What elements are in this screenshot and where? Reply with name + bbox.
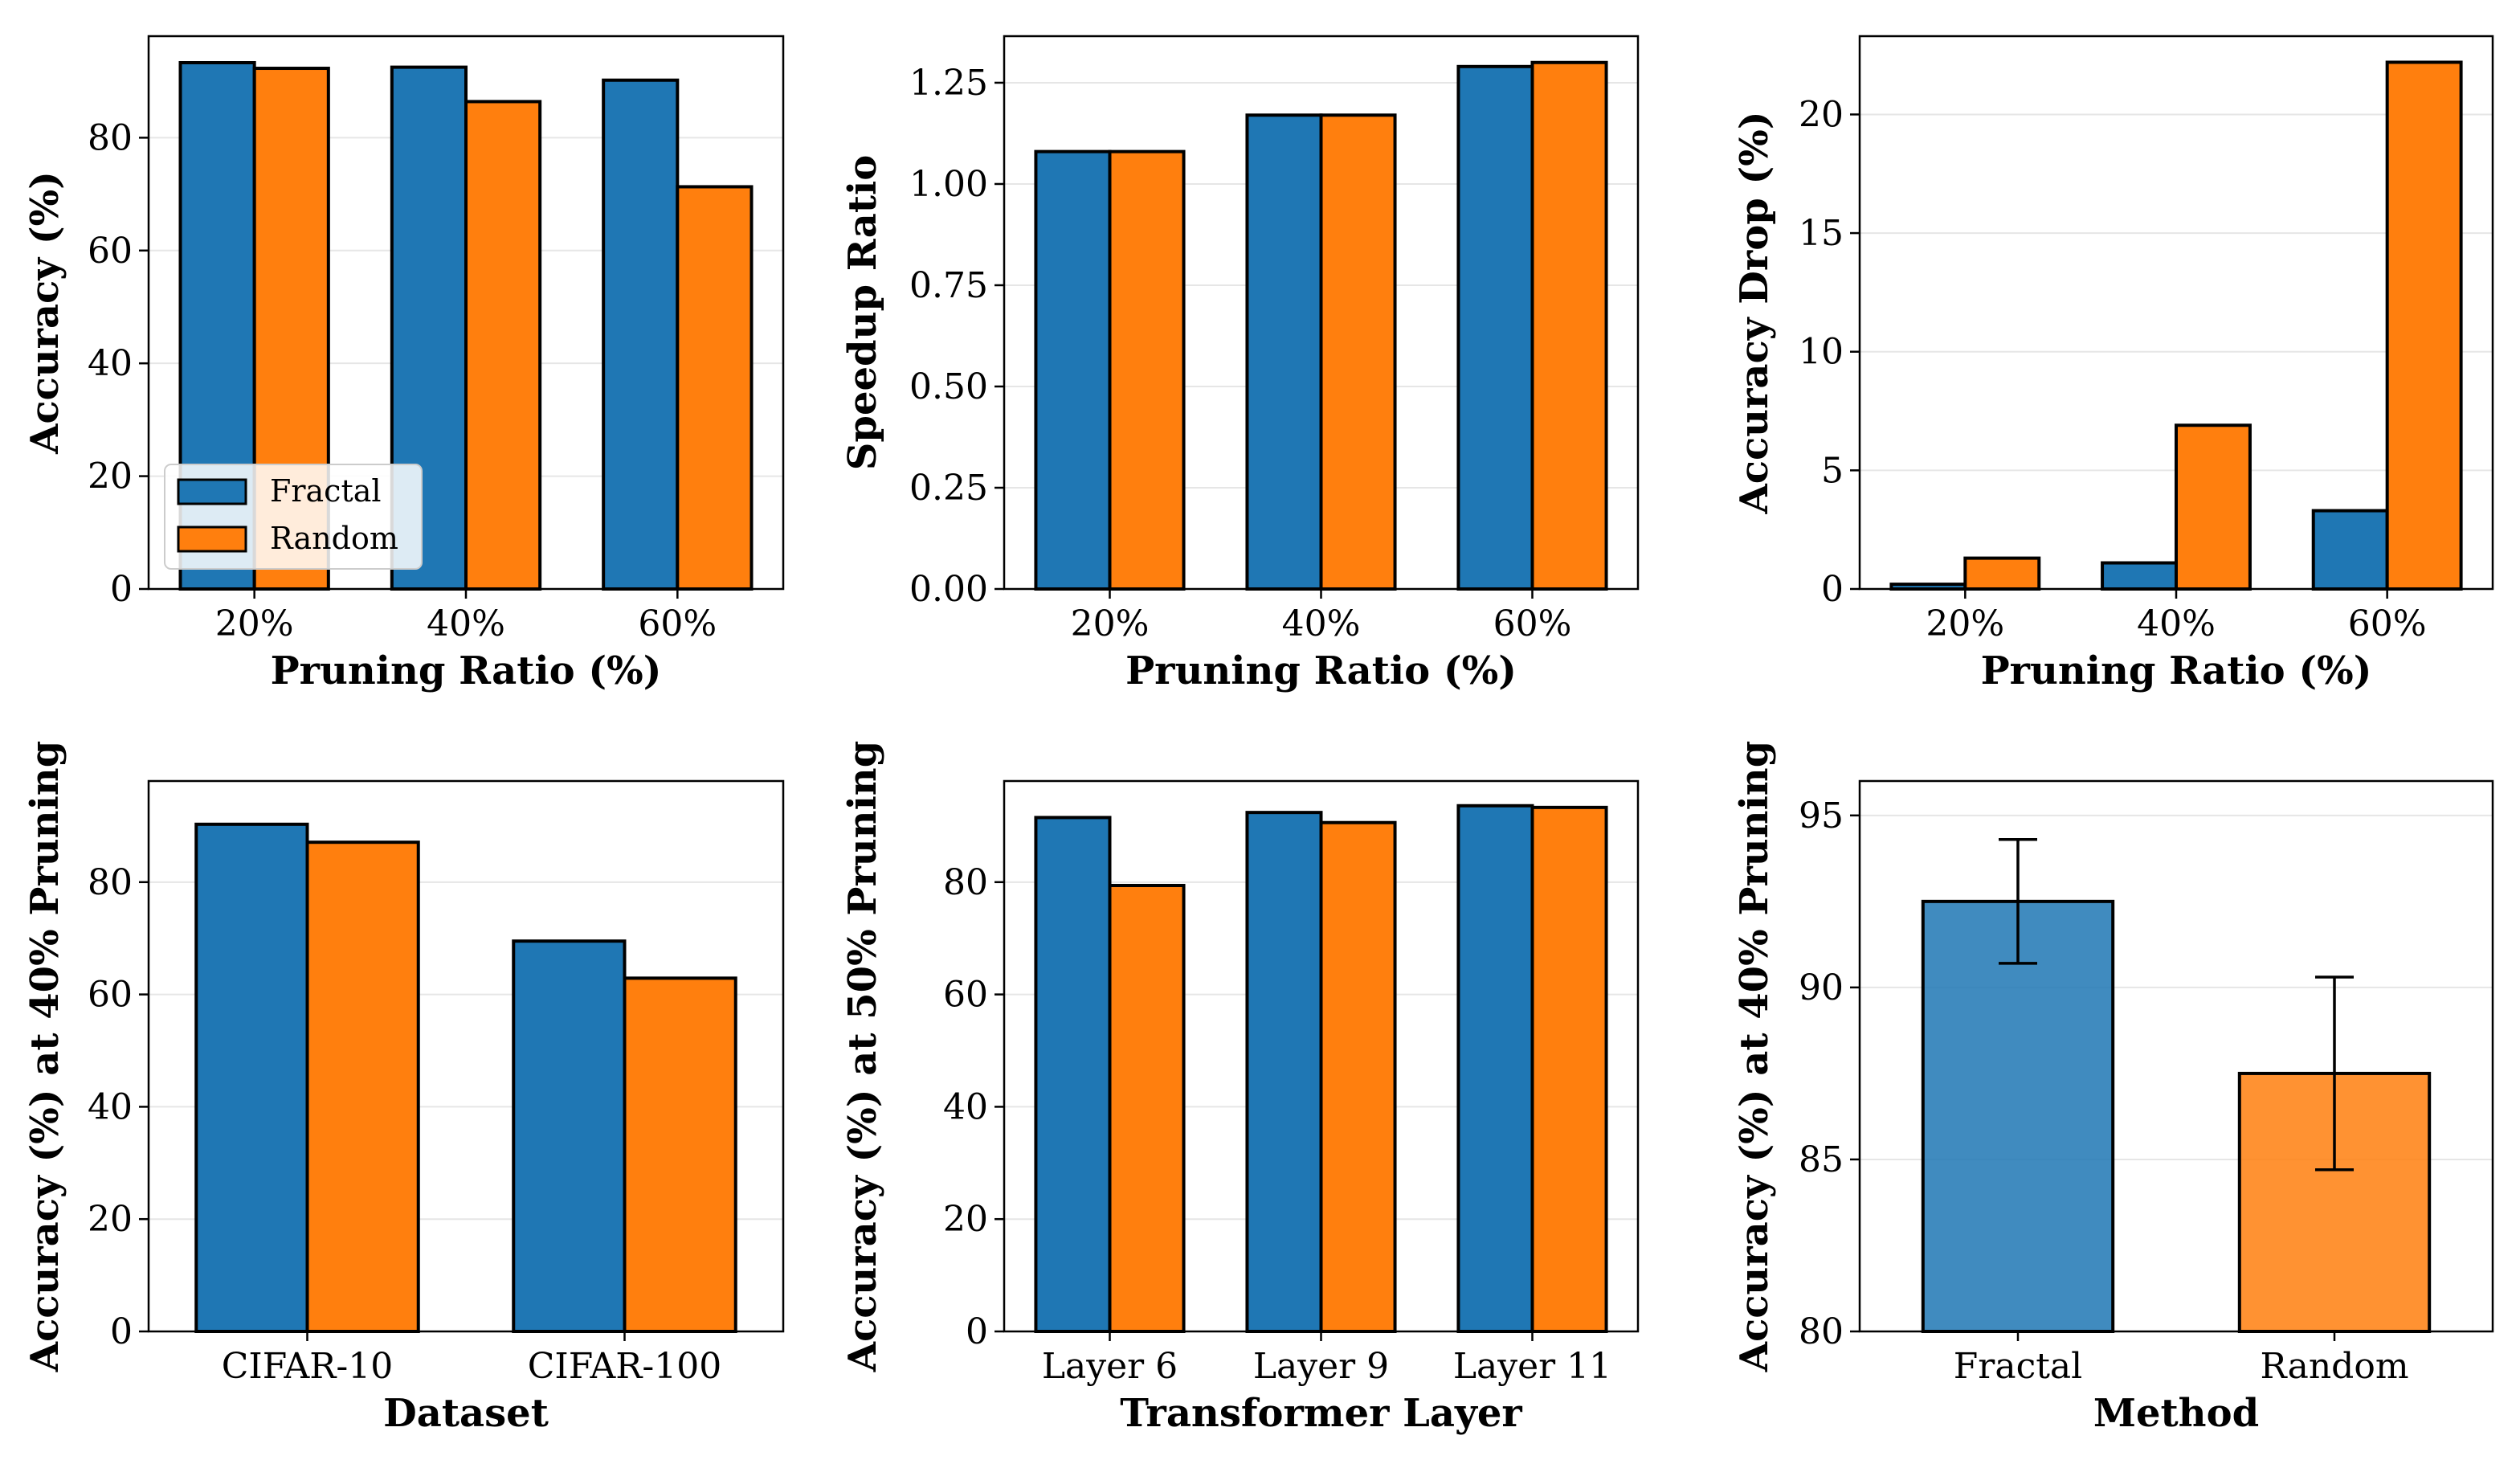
y-tick-label: 15	[1799, 213, 1844, 254]
bar-random-layer-11	[1530, 805, 1608, 1333]
y-tick-label: 80	[88, 862, 133, 903]
bar-fractal-60	[2311, 509, 2389, 591]
x-tick-label: CIFAR-10	[222, 1346, 394, 1387]
y-tick-label: 20	[1799, 94, 1844, 135]
x-tick-label: 60%	[638, 603, 717, 644]
bar-random-20	[1108, 149, 1186, 591]
y-tick-label: 60	[88, 231, 133, 272]
bar-random-layer-9	[1319, 820, 1397, 1333]
y-tick-label: 0	[110, 569, 133, 610]
y-tick-label: 90	[1799, 967, 1844, 1008]
y-tick-label: 0	[966, 1311, 988, 1352]
y-tick-label: 5	[1821, 450, 1844, 491]
y-tick-label: 80	[88, 117, 133, 158]
y-tick-label: 40	[88, 1086, 133, 1127]
y-tick-label: 10	[1799, 332, 1844, 373]
legend: Fractal Random	[164, 464, 423, 570]
y-axis-label: Accuracy (%)	[22, 171, 67, 455]
x-tick-label: Random	[2260, 1346, 2408, 1387]
x-tick-label: Layer 9	[1253, 1346, 1389, 1387]
x-axis-label: Pruning Ratio (%)	[1981, 648, 2372, 693]
x-tick-label: 20%	[215, 603, 294, 644]
chart-panel-3: 0 5 10 15 20 20% 40% 60%Pruning Ratio (%) Accura…	[1732, 35, 2494, 693]
y-tick-label: 95	[1799, 795, 1844, 836]
chart-panel-2: 0.00 0.25 0.50 0.75 1.00 1.25 20% 40% 60%Pruning…	[840, 35, 1640, 693]
x-tick-label: Fractal	[1954, 1346, 2082, 1387]
y-tick-label: 20	[88, 456, 133, 497]
x-axis-label: Dataset	[383, 1391, 549, 1436]
y-tick-label: 40	[88, 343, 133, 384]
bar-random-60	[2385, 60, 2463, 591]
bar-fractal-layer-9	[1245, 811, 1323, 1333]
y-tick-label: 60	[88, 975, 133, 1016]
y-axis-label: Accuracy (%) at 40% Pruning	[1732, 741, 1777, 1373]
y-tick-label: 80	[1799, 1311, 1844, 1352]
x-tick-label: 60%	[1493, 603, 1572, 644]
chart-panel-5: 0 20 40 60 80 Layer 6 Layer 9 Layer 11Transform…	[840, 741, 1640, 1436]
legend-swatch-random	[177, 526, 247, 553]
y-axis-label: Accuracy (%) at 40% Pruning	[22, 741, 67, 1373]
y-tick-label: 20	[943, 1199, 988, 1240]
legend-swatch-fractal	[177, 478, 247, 505]
bar-random-60	[1530, 60, 1608, 591]
bar-random-cifar-100	[623, 976, 737, 1333]
x-tick-label: 20%	[1071, 603, 1150, 644]
bar-fractal	[1921, 899, 2115, 1333]
bar-fractal-layer-6	[1034, 816, 1112, 1333]
x-tick-label: 20%	[1926, 603, 2004, 644]
y-tick-label: 20	[88, 1199, 133, 1240]
x-axis-label: Pruning Ratio (%)	[271, 648, 662, 693]
bar-fractal-60	[1456, 64, 1534, 591]
y-axis-label: Accuracy Drop (%)	[1732, 111, 1777, 514]
x-tick-label: 60%	[2348, 603, 2427, 644]
y-tick-label: 1.25	[909, 63, 988, 104]
plot-frame	[1858, 779, 2494, 1333]
bar-random-40	[464, 100, 542, 591]
x-tick-label: Layer 6	[1042, 1346, 1178, 1387]
x-tick-label: CIFAR-100	[528, 1346, 722, 1387]
bar-random-40	[1319, 113, 1397, 591]
y-tick-label: 40	[943, 1086, 988, 1127]
x-tick-label: 40%	[427, 603, 505, 644]
bar-random-cifar-10	[305, 840, 420, 1333]
y-tick-label: 0	[1821, 569, 1844, 610]
plot-frame	[147, 779, 785, 1333]
bar-fractal-cifar-100	[512, 939, 627, 1334]
x-tick-label: 40%	[1282, 603, 1361, 644]
bar-random-layer-6	[1108, 884, 1186, 1334]
y-tick-label: 1.00	[909, 164, 988, 205]
bar-fractal-20	[1034, 149, 1112, 591]
legend-label-random: Random	[270, 521, 398, 556]
bar-fractal-60	[602, 78, 680, 591]
bar-fractal-40	[2101, 561, 2178, 591]
x-axis-label: Transformer Layer	[1120, 1391, 1522, 1436]
y-tick-label: 80	[943, 862, 988, 903]
y-tick-label: 0.50	[909, 366, 988, 407]
y-tick-label: 85	[1799, 1139, 1844, 1180]
x-axis-label: Pruning Ratio (%)	[1125, 648, 1517, 693]
y-axis-label: Accuracy (%) at 50% Pruning	[840, 741, 885, 1373]
x-tick-label: Layer 11	[1453, 1346, 1611, 1387]
y-tick-label: 0.75	[909, 265, 988, 306]
bar-random-40	[2175, 423, 2252, 591]
y-tick-label: 0.00	[909, 569, 988, 610]
y-tick-label: 0	[110, 1311, 133, 1352]
y-tick-label: 0.25	[909, 468, 988, 509]
bar-random-20	[1963, 556, 2041, 591]
bar-fractal-cifar-10	[194, 822, 309, 1333]
legend-label-fractal: Fractal	[270, 473, 382, 509]
y-axis-label: Speedup Ratio	[840, 155, 885, 471]
bar-fractal-layer-11	[1456, 804, 1534, 1333]
x-tick-label: 40%	[2137, 603, 2216, 644]
bar-fractal-40	[1245, 113, 1323, 591]
bar-random-60	[676, 185, 754, 591]
x-axis-label: Method	[2093, 1391, 2259, 1436]
y-tick-label: 60	[943, 975, 988, 1016]
